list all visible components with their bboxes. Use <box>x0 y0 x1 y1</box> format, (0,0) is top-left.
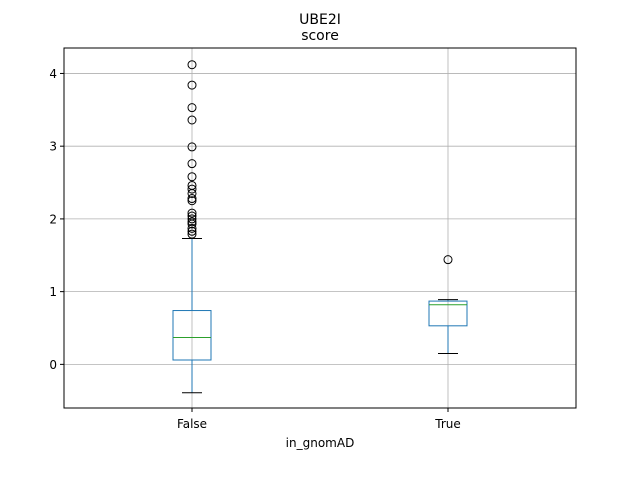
iqr-box <box>172 310 212 361</box>
outlier-point <box>187 217 197 227</box>
x-axis-label: in_gnomAD <box>286 436 355 450</box>
outlier-point <box>187 223 197 233</box>
axes: 0 1 2 3 4 False True <box>49 67 460 431</box>
y-tick-label: 4 <box>49 67 57 81</box>
iqr-box <box>428 300 468 327</box>
outlier-point <box>187 229 197 239</box>
outlier-point <box>187 80 197 90</box>
plot-frame <box>63 47 577 409</box>
outlier-point <box>187 226 197 236</box>
chart-subtitle: score <box>301 28 339 44</box>
outlier-point <box>187 184 197 194</box>
x-tick-label: True <box>434 417 461 431</box>
outlier-point <box>187 103 197 113</box>
outlier-point <box>187 196 197 206</box>
outlier-point <box>187 208 197 218</box>
outlier-point <box>187 172 197 182</box>
outlier-point <box>187 60 197 70</box>
x-tick-label: False <box>177 417 207 431</box>
box-group-true <box>428 255 468 354</box>
outlier-point <box>187 214 197 224</box>
box-group-false <box>172 60 212 394</box>
outlier-point <box>187 142 197 152</box>
y-tick-label: 2 <box>49 212 57 226</box>
outlier-point <box>187 159 197 169</box>
y-tick-label: 3 <box>49 140 57 154</box>
outlier-point <box>187 219 197 229</box>
outlier-point <box>187 115 197 125</box>
outlier-point <box>187 188 197 198</box>
chart-title: UBE2I <box>299 12 341 28</box>
outlier-point <box>187 194 197 204</box>
grid-lines <box>64 48 576 408</box>
y-tick-label: 0 <box>49 358 57 372</box>
outlier-point <box>443 255 453 265</box>
plot-area <box>172 60 468 394</box>
y-tick-label: 1 <box>49 285 57 299</box>
